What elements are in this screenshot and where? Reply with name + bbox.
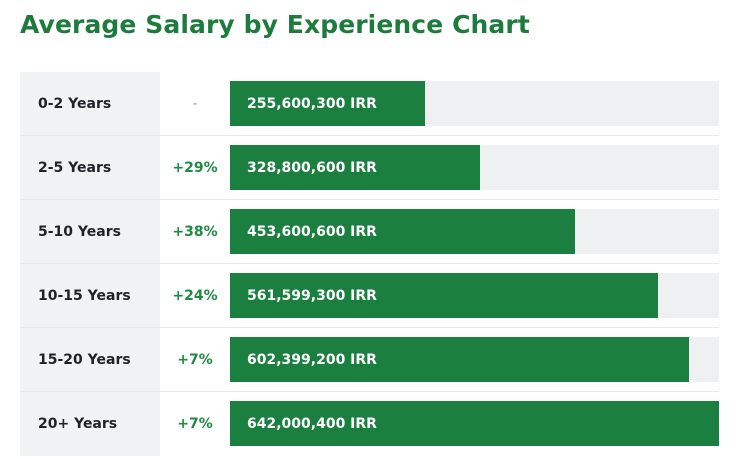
bar-track: 602,399,200 IRR	[230, 337, 719, 382]
chart-row: 20+ Years +7% 642,000,400 IRR	[20, 392, 719, 456]
salary-bar	[230, 145, 481, 190]
category-label: 2-5 Years	[20, 136, 160, 199]
chart-title: Average Salary by Experience Chart	[20, 10, 530, 39]
chart-row: 15-20 Years +7% 602,399,200 IRR	[20, 328, 719, 392]
change-percent: +7%	[177, 351, 213, 368]
bar-track: 561,599,300 IRR	[230, 273, 719, 318]
category-label: 5-10 Years	[20, 200, 160, 263]
change-percent: +24%	[172, 287, 218, 304]
salary-bar	[230, 81, 425, 126]
change-percent: +38%	[172, 223, 218, 240]
salary-bar	[230, 273, 658, 318]
change-percent: +7%	[177, 416, 213, 432]
bar-value-label: 328,800,600 IRR	[247, 159, 377, 176]
bar-track: 453,600,600 IRR	[230, 209, 719, 254]
bar-value-label: 561,599,300 IRR	[247, 287, 377, 304]
bar-track: 255,600,300 IRR	[230, 81, 719, 126]
chart-row: 10-15 Years +24% 561,599,300 IRR	[20, 264, 719, 328]
change-percent: -	[192, 95, 198, 112]
category-label: 15-20 Years	[20, 328, 160, 391]
chart-row: 0-2 Years - 255,600,300 IRR	[20, 72, 719, 136]
salary-bar-chart: 0-2 Years - 255,600,300 IRR 2-5 Years +29% 32…	[20, 72, 719, 456]
salary-bar	[230, 337, 689, 382]
chart-row: 2-5 Years +29% 328,800,600 IRR	[20, 136, 719, 200]
bar-track: 642,000,400 IRR	[230, 401, 719, 446]
salary-bar	[230, 209, 576, 254]
chart-row: 5-10 Years +38% 453,600,600 IRR	[20, 200, 719, 264]
bar-value-label: 255,600,300 IRR	[247, 95, 377, 112]
bar-track: 328,800,600 IRR	[230, 145, 719, 190]
bar-value-label: 602,399,200 IRR	[247, 351, 377, 368]
salary-bar	[230, 401, 719, 446]
bar-value-label: 453,600,600 IRR	[247, 223, 377, 240]
bar-value-label: 642,000,400 IRR	[247, 415, 377, 432]
category-label: 10-15 Years	[20, 264, 160, 327]
change-percent: +29%	[172, 159, 218, 176]
category-label: 0-2 Years	[20, 72, 160, 135]
category-label: 20+ Years	[20, 392, 160, 456]
